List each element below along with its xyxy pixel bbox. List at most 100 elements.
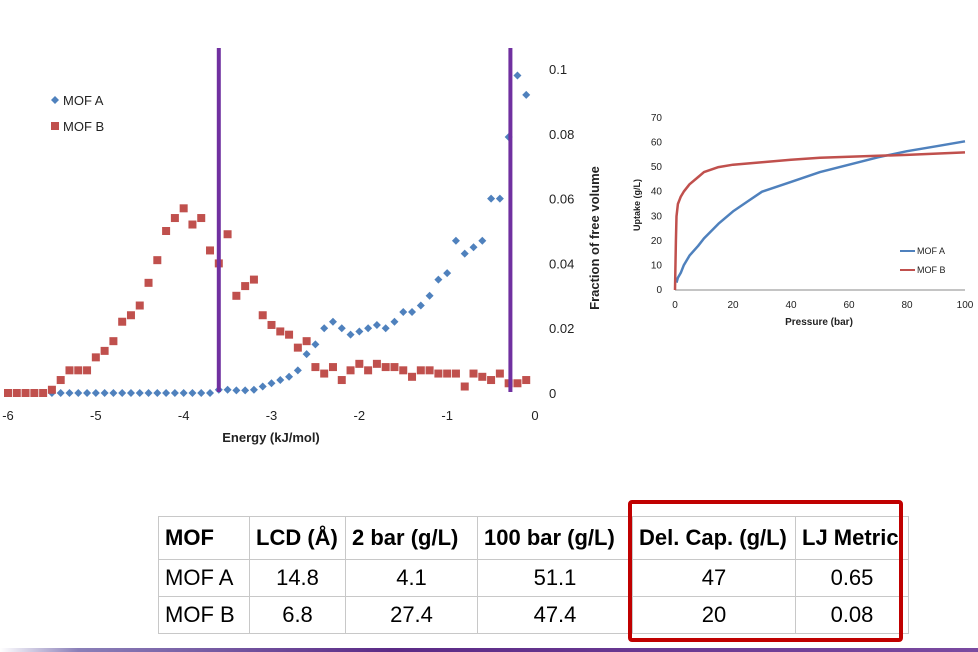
mof-b-point bbox=[451, 369, 460, 378]
mof-a-point bbox=[460, 249, 469, 258]
mof-a-point bbox=[206, 389, 215, 397]
mof-b-point bbox=[408, 372, 417, 381]
mof-b-point bbox=[381, 363, 390, 372]
mof-a-point bbox=[381, 324, 390, 333]
mof-b-point bbox=[153, 256, 162, 265]
cell-mof: MOF A bbox=[158, 559, 250, 597]
mof-b-point bbox=[241, 282, 250, 291]
main-x-tick-label: -2 bbox=[354, 408, 366, 423]
mof-a-point bbox=[188, 389, 197, 397]
main-x-tick-label: -5 bbox=[90, 408, 102, 423]
mof-b-point bbox=[460, 382, 469, 391]
mof-a-point bbox=[109, 389, 118, 397]
mof-a-point bbox=[469, 243, 478, 252]
mof-b-point bbox=[232, 291, 241, 300]
inset-x-tick-label: 40 bbox=[785, 300, 797, 311]
mof-a-isotherm-line bbox=[675, 140, 966, 283]
main-x-tick-label: -3 bbox=[266, 408, 278, 423]
mof-b-point bbox=[12, 389, 21, 397]
mof-a-point bbox=[241, 386, 250, 395]
mof-b-point bbox=[162, 227, 171, 235]
mof-b-point bbox=[478, 372, 487, 381]
mof-b-point bbox=[337, 376, 346, 385]
mof-a-point bbox=[276, 376, 285, 385]
main-y-tick-label: 0 bbox=[549, 386, 556, 401]
energy-distribution-chart: -6 -5 -4 -3 -2 -1 0 0 0.02 0.04 0.06 0.08 0.1 Energ… bbox=[2, 48, 602, 445]
mof-b-point bbox=[21, 389, 30, 397]
mof-b-point bbox=[100, 346, 109, 355]
mof-a-point bbox=[434, 275, 443, 284]
mof-b-point bbox=[434, 369, 443, 378]
mof-properties-table: MOF LCD (Å) 2 bar (g/L) 100 bar (g/L) De… bbox=[158, 516, 909, 634]
mof-b-point bbox=[30, 389, 39, 397]
main-x-tick-label: 0 bbox=[531, 408, 538, 423]
mof-b-point bbox=[83, 366, 92, 375]
mof-b-point bbox=[91, 353, 100, 362]
mof-a-point bbox=[522, 90, 531, 99]
inset-legend-label-mof-b: MOF B bbox=[917, 265, 946, 275]
cell-100bar: 47.4 bbox=[477, 596, 633, 634]
mof-a-point bbox=[293, 366, 302, 375]
mof-b-point bbox=[522, 376, 531, 385]
mof-b-point bbox=[399, 366, 408, 375]
mof-b-point bbox=[249, 275, 258, 284]
mof-a-point bbox=[372, 320, 381, 329]
table-row: MOF A 14.8 4.1 51.1 47 0.65 bbox=[158, 559, 909, 597]
mof-b-point bbox=[328, 363, 337, 372]
mof-a-point bbox=[408, 308, 417, 316]
mof-b-point bbox=[126, 311, 135, 320]
cell-mof: MOF B bbox=[158, 596, 250, 634]
inset-y-tick-label: 70 bbox=[651, 113, 663, 124]
mof-b-point bbox=[364, 366, 373, 375]
main-y-tick-label: 0.08 bbox=[549, 127, 574, 142]
inset-x-tick-label: 60 bbox=[843, 300, 855, 311]
mof-b-point bbox=[47, 385, 56, 394]
mof-a-point bbox=[144, 389, 153, 397]
inset-y-tick-label: 0 bbox=[656, 285, 662, 296]
inset-legend-label-mof-a: MOF A bbox=[917, 246, 945, 256]
mof-b-point bbox=[135, 301, 144, 310]
mof-a-point bbox=[65, 389, 74, 397]
mof-b-point bbox=[372, 359, 381, 368]
main-x-tick-label: -1 bbox=[441, 408, 453, 423]
mof-a-point bbox=[355, 327, 364, 336]
mof-a-point bbox=[258, 382, 267, 391]
main-x-axis-label: Energy (kJ/mol) bbox=[222, 430, 320, 445]
mof-b-point bbox=[206, 246, 215, 255]
mof-a-point bbox=[56, 389, 65, 397]
mof-b-point bbox=[267, 320, 276, 329]
mof-b-point bbox=[285, 330, 294, 339]
mof-b-point bbox=[425, 366, 434, 375]
inset-y-tick-label: 50 bbox=[651, 162, 663, 173]
inset-y-tick-label: 30 bbox=[651, 211, 663, 222]
header-mof: MOF bbox=[158, 516, 250, 560]
cell-2bar: 27.4 bbox=[345, 596, 478, 634]
mof-b-point bbox=[469, 369, 478, 378]
mof-b-point bbox=[276, 327, 285, 336]
mof-a-point bbox=[170, 389, 179, 397]
mof-b-point bbox=[197, 214, 206, 223]
mof-b-point bbox=[223, 230, 232, 239]
mof-a-point bbox=[179, 389, 188, 397]
cell-lj-metric: 0.65 bbox=[795, 559, 909, 597]
cell-del-cap: 47 bbox=[632, 559, 796, 597]
legend-label-mof-b: MOF B bbox=[63, 119, 104, 134]
mof-b-point bbox=[302, 337, 311, 346]
mof-a-point bbox=[83, 389, 92, 397]
mof-a-point bbox=[328, 317, 337, 326]
inset-y-tick-label: 10 bbox=[651, 260, 663, 271]
table-header-row: MOF LCD (Å) 2 bar (g/L) 100 bar (g/L) De… bbox=[158, 516, 909, 560]
mof-a-point bbox=[320, 324, 329, 333]
mof-a-point bbox=[162, 389, 171, 397]
mof-a-point bbox=[416, 301, 425, 310]
mof-b-point bbox=[188, 220, 197, 229]
uptake-isotherm-chart: 0 20 40 60 80 100 0 10 20 30 40 50 60 70 Pressure (b… bbox=[632, 113, 974, 328]
mof-b-point bbox=[74, 366, 83, 375]
mof-a-point bbox=[495, 194, 504, 203]
mof-a-point bbox=[100, 389, 109, 397]
mof-b-point bbox=[320, 369, 329, 378]
mof-a-point bbox=[135, 389, 144, 397]
highlight-box bbox=[628, 500, 903, 642]
mof-b-point bbox=[258, 311, 267, 320]
mof-b-point bbox=[118, 317, 127, 326]
